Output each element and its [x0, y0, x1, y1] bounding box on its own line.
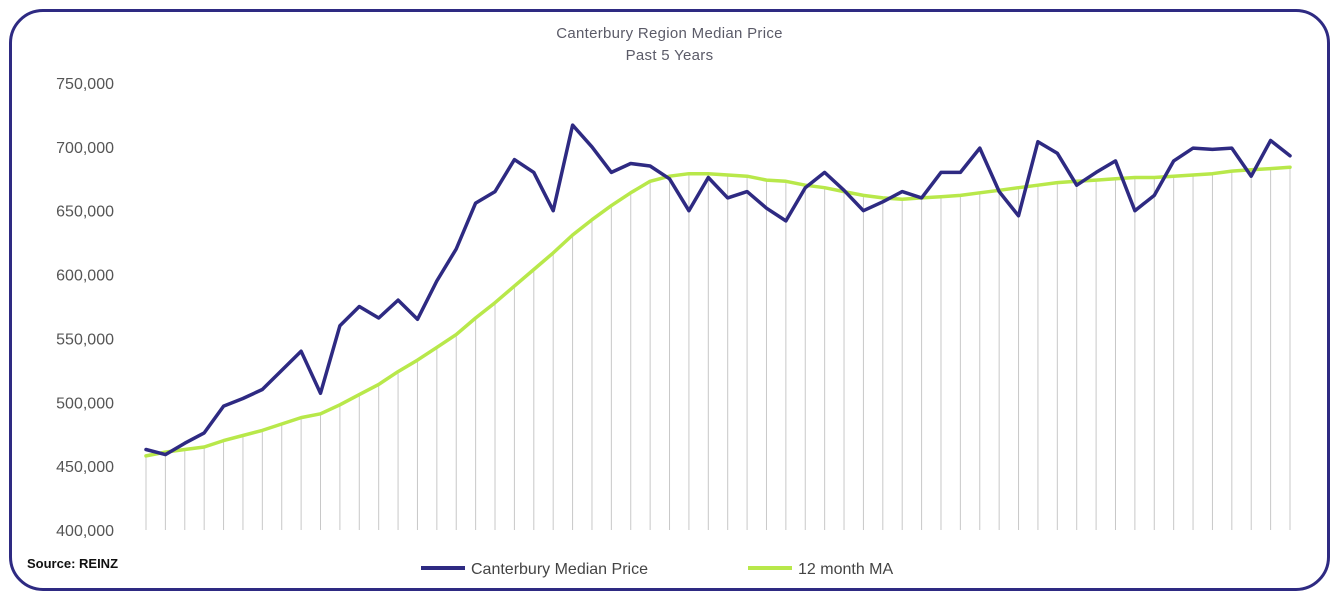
source-note: Source: REINZ	[27, 556, 119, 571]
legend-label-median: Canterbury Median Price	[471, 561, 648, 578]
legend-label-ma: 12 month MA	[798, 561, 893, 578]
y-tick-label: 400,000	[56, 523, 114, 540]
series-line-ma	[144, 165, 1292, 458]
y-tick-label: 550,000	[56, 331, 114, 348]
y-tick-label: 750,000	[56, 76, 114, 93]
legend: Canterbury Median Price 12 month MA	[421, 561, 893, 578]
y-axis-tick-labels: 400,000 450,000 500,000 550,000 600,000 650,0…	[56, 76, 114, 540]
drop-lines	[145, 167, 1291, 530]
series-line-median	[144, 123, 1292, 457]
y-tick-label: 500,000	[56, 395, 114, 412]
chart-title: Canterbury Region Median Price Past 5 Ye…	[0, 23, 1339, 67]
chart-title-line1: Canterbury Region Median Price	[556, 25, 783, 42]
y-tick-label: 650,000	[56, 204, 114, 221]
series-layer	[144, 123, 1292, 458]
chart-subtitle: Past 5 Years	[625, 47, 714, 64]
y-tick-label: 450,000	[56, 459, 114, 476]
y-tick-label: 600,000	[56, 268, 114, 285]
y-tick-label: 700,000	[56, 140, 114, 157]
